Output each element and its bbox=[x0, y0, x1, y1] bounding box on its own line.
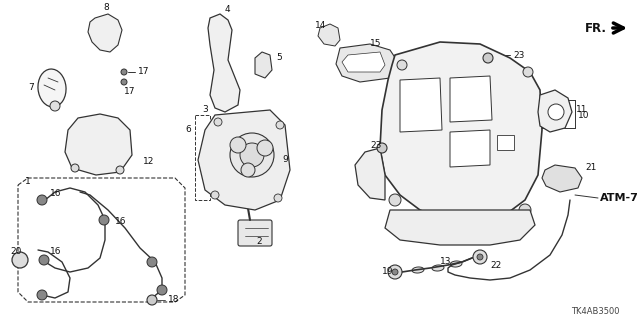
Text: 10: 10 bbox=[578, 110, 589, 119]
Circle shape bbox=[121, 69, 127, 75]
Polygon shape bbox=[497, 135, 514, 150]
Ellipse shape bbox=[432, 265, 444, 271]
Circle shape bbox=[240, 143, 264, 167]
Circle shape bbox=[389, 194, 401, 206]
Text: ATM-7: ATM-7 bbox=[600, 193, 639, 203]
Text: 13: 13 bbox=[440, 258, 451, 267]
Circle shape bbox=[116, 166, 124, 174]
Text: 23: 23 bbox=[513, 51, 524, 60]
Text: 17: 17 bbox=[124, 87, 136, 97]
Text: 6: 6 bbox=[185, 125, 191, 134]
Ellipse shape bbox=[38, 69, 66, 107]
Text: 7: 7 bbox=[28, 84, 34, 92]
Circle shape bbox=[230, 137, 246, 153]
Text: 21: 21 bbox=[585, 164, 596, 172]
Circle shape bbox=[274, 194, 282, 202]
Text: 18: 18 bbox=[168, 295, 179, 305]
Circle shape bbox=[147, 257, 157, 267]
Text: 8: 8 bbox=[103, 4, 109, 12]
Text: 19: 19 bbox=[382, 268, 394, 276]
Text: 4: 4 bbox=[225, 5, 230, 14]
Circle shape bbox=[388, 265, 402, 279]
Text: 3: 3 bbox=[202, 106, 208, 115]
Polygon shape bbox=[385, 210, 535, 245]
Circle shape bbox=[473, 250, 487, 264]
Text: 16: 16 bbox=[50, 188, 61, 197]
Circle shape bbox=[230, 133, 274, 177]
Text: 17: 17 bbox=[138, 68, 150, 76]
Ellipse shape bbox=[410, 138, 430, 172]
Text: TK4AB3500: TK4AB3500 bbox=[572, 308, 620, 316]
Polygon shape bbox=[400, 78, 442, 132]
Polygon shape bbox=[538, 90, 572, 132]
Polygon shape bbox=[208, 14, 240, 112]
Circle shape bbox=[276, 121, 284, 129]
Text: 11: 11 bbox=[576, 106, 588, 115]
Circle shape bbox=[523, 67, 533, 77]
Circle shape bbox=[377, 143, 387, 153]
FancyBboxPatch shape bbox=[238, 220, 272, 246]
Polygon shape bbox=[342, 52, 385, 72]
Polygon shape bbox=[336, 44, 398, 82]
Text: 9: 9 bbox=[282, 156, 288, 164]
Circle shape bbox=[12, 252, 28, 268]
Polygon shape bbox=[318, 24, 340, 46]
Circle shape bbox=[392, 269, 398, 275]
Circle shape bbox=[121, 79, 127, 85]
Circle shape bbox=[37, 195, 47, 205]
Circle shape bbox=[71, 164, 79, 172]
Text: 15: 15 bbox=[370, 39, 381, 49]
Circle shape bbox=[397, 60, 407, 70]
Polygon shape bbox=[355, 148, 385, 200]
Circle shape bbox=[39, 255, 49, 265]
Polygon shape bbox=[198, 110, 290, 210]
Text: FR.: FR. bbox=[585, 21, 607, 35]
Polygon shape bbox=[450, 130, 490, 167]
Circle shape bbox=[214, 118, 222, 126]
Text: 1: 1 bbox=[25, 178, 31, 187]
Text: 16: 16 bbox=[115, 218, 127, 227]
Text: 22: 22 bbox=[490, 260, 501, 269]
Polygon shape bbox=[255, 52, 272, 78]
Circle shape bbox=[519, 204, 531, 216]
Circle shape bbox=[50, 101, 60, 111]
Circle shape bbox=[37, 290, 47, 300]
Circle shape bbox=[211, 191, 219, 199]
Circle shape bbox=[483, 53, 493, 63]
Text: 23: 23 bbox=[370, 140, 381, 149]
Text: 5: 5 bbox=[276, 53, 282, 62]
Circle shape bbox=[147, 295, 157, 305]
Circle shape bbox=[257, 140, 273, 156]
Circle shape bbox=[241, 163, 255, 177]
Circle shape bbox=[548, 104, 564, 120]
Polygon shape bbox=[380, 42, 542, 222]
Ellipse shape bbox=[450, 261, 462, 267]
Circle shape bbox=[157, 285, 167, 295]
Polygon shape bbox=[450, 76, 492, 122]
Text: 14: 14 bbox=[315, 21, 326, 30]
Ellipse shape bbox=[412, 267, 424, 273]
Text: 12: 12 bbox=[143, 157, 154, 166]
Polygon shape bbox=[88, 14, 122, 52]
Circle shape bbox=[99, 215, 109, 225]
Text: 20: 20 bbox=[10, 247, 21, 257]
Circle shape bbox=[553, 170, 563, 180]
Polygon shape bbox=[65, 114, 132, 175]
Text: 16: 16 bbox=[50, 247, 61, 257]
Polygon shape bbox=[542, 165, 582, 192]
Circle shape bbox=[477, 254, 483, 260]
Text: 2: 2 bbox=[256, 237, 262, 246]
